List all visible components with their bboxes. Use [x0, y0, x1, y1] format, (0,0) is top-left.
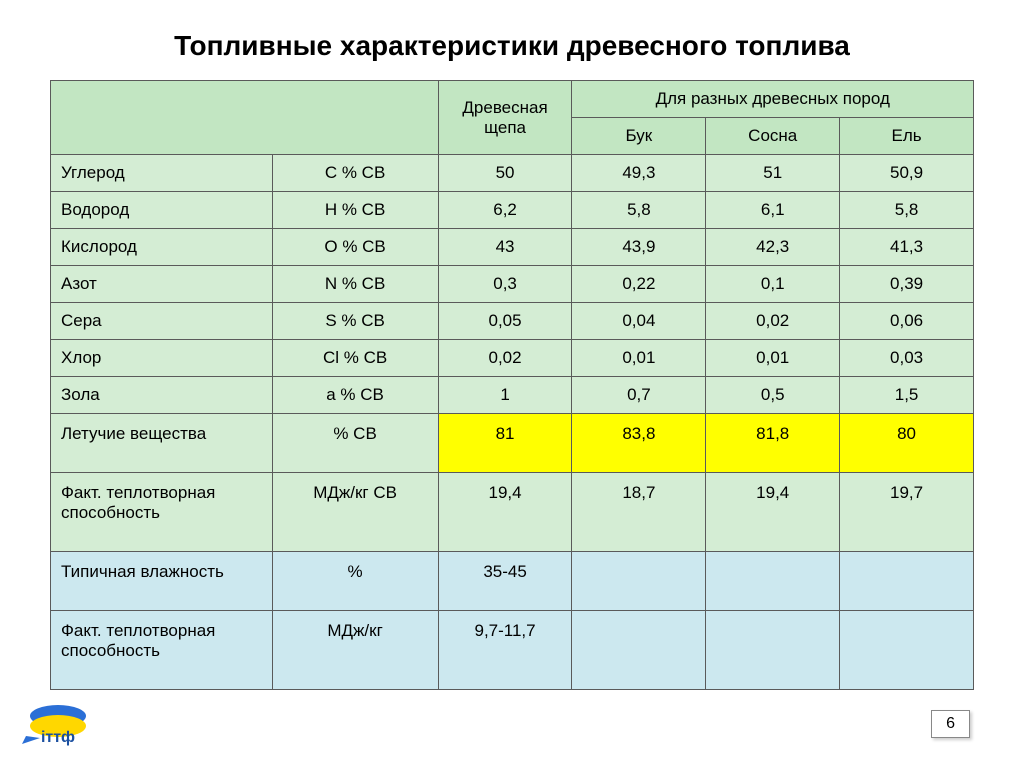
table-body: УглеродС % СВ5049,35150,9ВодородН % СВ6,… — [51, 155, 974, 690]
header-species-group: Для разных древесных пород — [572, 81, 974, 118]
slide-title: Топливные характеристики древесного топл… — [50, 30, 974, 62]
row-value: 50 — [438, 155, 572, 192]
row-unit: С % СВ — [272, 155, 438, 192]
row-value: 41,3 — [840, 229, 974, 266]
row-value: 18,7 — [572, 473, 706, 552]
row-name: Водород — [51, 192, 273, 229]
row-unit: а % СВ — [272, 377, 438, 414]
row-value: 19,7 — [840, 473, 974, 552]
row-value: 81,8 — [706, 414, 840, 473]
row-value: 0,03 — [840, 340, 974, 377]
row-unit: N % СВ — [272, 266, 438, 303]
row-value: 0,39 — [840, 266, 974, 303]
row-value: 51 — [706, 155, 840, 192]
table-row: Золаа % СВ10,70,51,5 — [51, 377, 974, 414]
header-wood-chip: Древесная щепа — [438, 81, 572, 155]
row-value: 35-45 — [438, 552, 572, 611]
row-value — [706, 611, 840, 690]
table-row: ХлорCl % СВ0,020,010,010,03 — [51, 340, 974, 377]
row-value — [706, 552, 840, 611]
row-value: 0,3 — [438, 266, 572, 303]
header-species-spruce: Ель — [840, 118, 974, 155]
table-row: Типичная влажность%35-45 — [51, 552, 974, 611]
row-value: 43 — [438, 229, 572, 266]
row-value: 80 — [840, 414, 974, 473]
row-name: Факт. теплотворная способность — [51, 611, 273, 690]
table-row: Факт. теплотворная способностьМДж/кг СВ1… — [51, 473, 974, 552]
table-row: УглеродС % СВ5049,35150,9 — [51, 155, 974, 192]
row-value: 1,5 — [840, 377, 974, 414]
header-species-beech: Бук — [572, 118, 706, 155]
row-value: 5,8 — [572, 192, 706, 229]
row-value: 5,8 — [840, 192, 974, 229]
row-value: 0,01 — [572, 340, 706, 377]
row-value: 19,4 — [706, 473, 840, 552]
row-unit: % СВ — [272, 414, 438, 473]
row-value: 0,06 — [840, 303, 974, 340]
row-value: 0,22 — [572, 266, 706, 303]
row-value: 0,02 — [706, 303, 840, 340]
row-unit: О % СВ — [272, 229, 438, 266]
header-blank — [51, 81, 439, 155]
header-species-pine: Сосна — [706, 118, 840, 155]
row-value: 81 — [438, 414, 572, 473]
row-value: 0,02 — [438, 340, 572, 377]
row-name: Типичная влажность — [51, 552, 273, 611]
row-value: 49,3 — [572, 155, 706, 192]
row-value: 6,1 — [706, 192, 840, 229]
row-unit: МДж/кг — [272, 611, 438, 690]
row-name: Зола — [51, 377, 273, 414]
table-row: ВодородН % СВ6,25,86,15,8 — [51, 192, 974, 229]
row-value: 0,1 — [706, 266, 840, 303]
row-name: Азот — [51, 266, 273, 303]
table-row: Летучие вещества% СВ8183,881,880 — [51, 414, 974, 473]
row-name: Углерод — [51, 155, 273, 192]
row-unit: Н % СВ — [272, 192, 438, 229]
row-name: Летучие вещества — [51, 414, 273, 473]
row-value: 0,04 — [572, 303, 706, 340]
row-name: Кислород — [51, 229, 273, 266]
row-value — [840, 611, 974, 690]
logo-tail — [22, 736, 40, 744]
row-value: 9,7-11,7 — [438, 611, 572, 690]
row-value: 43,9 — [572, 229, 706, 266]
row-unit: Cl % СВ — [272, 340, 438, 377]
page-number: 6 — [931, 710, 970, 738]
row-value: 6,2 — [438, 192, 572, 229]
row-unit: S % СВ — [272, 303, 438, 340]
row-value — [572, 552, 706, 611]
row-value: 42,3 — [706, 229, 840, 266]
row-value: 83,8 — [572, 414, 706, 473]
row-value: 19,4 — [438, 473, 572, 552]
row-value: 0,7 — [572, 377, 706, 414]
table-header: Древесная щепа Для разных древесных поро… — [51, 81, 974, 155]
row-value: 0,01 — [706, 340, 840, 377]
row-unit: МДж/кг СВ — [272, 473, 438, 552]
table-row: АзотN % СВ0,30,220,10,39 — [51, 266, 974, 303]
row-value: 0,5 — [706, 377, 840, 414]
logo-text: іттф — [41, 729, 75, 746]
fuel-characteristics-table: Древесная щепа Для разных древесных поро… — [50, 80, 974, 690]
row-value: 1 — [438, 377, 572, 414]
row-name: Факт. теплотворная способность — [51, 473, 273, 552]
row-name: Хлор — [51, 340, 273, 377]
table-row: КислородО % СВ4343,942,341,3 — [51, 229, 974, 266]
row-value: 50,9 — [840, 155, 974, 192]
slide: Топливные характеристики древесного топл… — [0, 0, 1024, 768]
row-value — [572, 611, 706, 690]
row-unit: % — [272, 552, 438, 611]
row-value: 0,05 — [438, 303, 572, 340]
table-row: СераS % СВ0,050,040,020,06 — [51, 303, 974, 340]
ittf-logo: іттф — [22, 696, 108, 746]
row-value — [840, 552, 974, 611]
table-row: Факт. теплотворная способностьМДж/кг9,7-… — [51, 611, 974, 690]
row-name: Сера — [51, 303, 273, 340]
